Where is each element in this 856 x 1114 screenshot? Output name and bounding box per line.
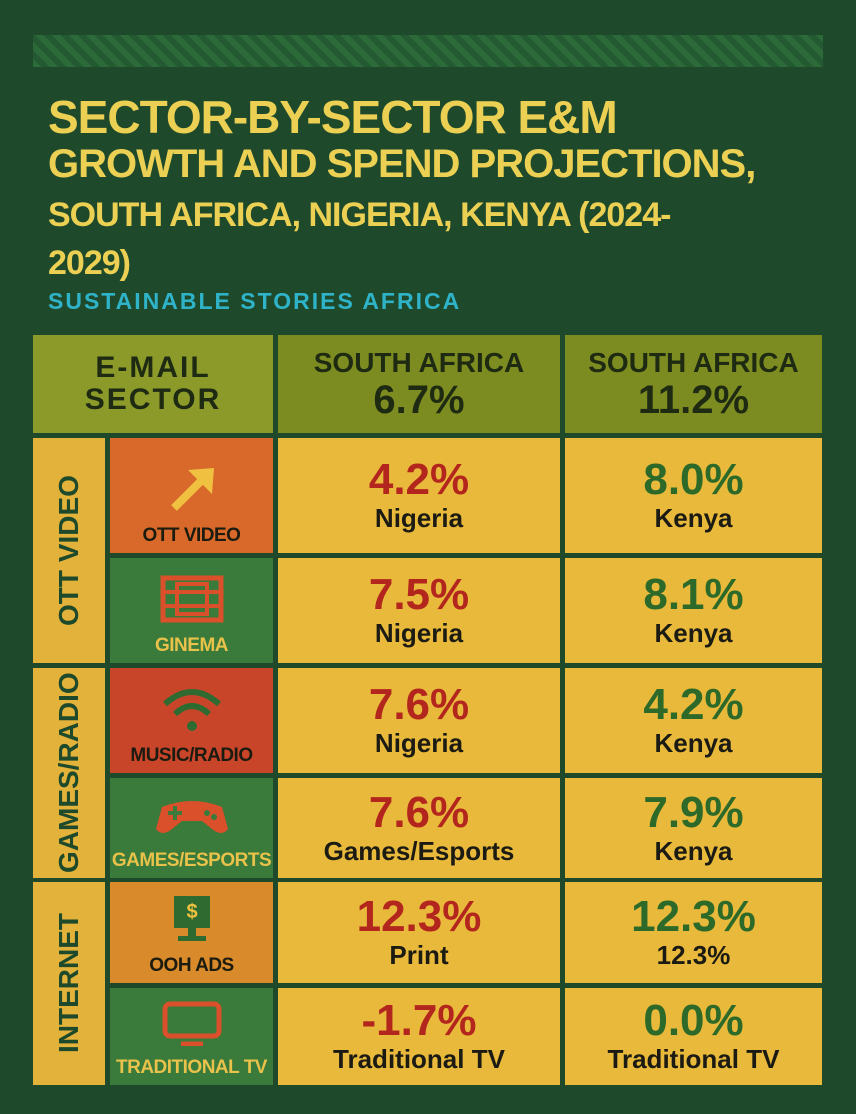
value-sublabel: Games/Esports [323, 835, 515, 866]
sector-icon: $ [162, 894, 222, 949]
header-corner: E-MAIL SECTOR [33, 335, 273, 433]
value-cell: 7.6% Games/Esports [278, 778, 560, 878]
sector-cell: TRADITIONAL TV [110, 988, 273, 1085]
value-cell: 8.0% Kenya [565, 438, 822, 553]
value: 7.9% [643, 787, 744, 837]
column-header: SOUTH AFRICA 11.2% [565, 335, 822, 433]
sector-icon [157, 1000, 227, 1051]
value: 0.0% [643, 996, 744, 1045]
sector-label: GINEMA [155, 635, 229, 656]
value: 8.1% [643, 570, 744, 619]
sector-cell: GINEMA [110, 558, 273, 663]
value-cell: 7.6% Nigeria [278, 668, 560, 773]
sector-label: TRADITIONAL TV [116, 1057, 267, 1078]
column-label: SOUTH AFRICA [313, 347, 525, 378]
subtitle: SUSTAINABLE STORIES AFRICA [48, 288, 462, 314]
value: 8.0% [643, 455, 744, 504]
corner-text: E-MAIL [95, 351, 211, 384]
value-cell: 4.2% Kenya [565, 668, 822, 773]
sector-cell: MUSIC/RADIO [110, 668, 273, 773]
sector-cell: GAMES/ESPORTS [110, 778, 273, 878]
value-sublabel: Traditional TV [333, 1044, 505, 1074]
sector-label: GAMES/ESPORTS [111, 850, 272, 871]
value-sublabel: Nigeria [374, 503, 464, 533]
value-sublabel: Kenya [654, 618, 733, 648]
value-sublabel: Nigeria [374, 728, 464, 758]
value: -1.7% [361, 996, 477, 1045]
sector-cell: OTT VIDEO [110, 438, 273, 553]
sector-icon [162, 464, 222, 519]
value-cell: 7.5% Nigeria [278, 558, 560, 663]
column-label: SOUTH AFRICA [588, 347, 799, 378]
value-sublabel: Traditional TV [607, 1044, 780, 1074]
title-line: SECTOR-BY-SECTOR E&M [48, 91, 618, 143]
value-cell: 4.2% Nigeria [278, 438, 560, 553]
sector-label: OOH ADS [149, 955, 234, 976]
value: 7.5% [368, 570, 470, 619]
value-sublabel: Print [389, 940, 449, 970]
title-line: SOUTH AFRICA, NIGERIA, KENYA (2024- [48, 196, 671, 234]
group-label: INTERNET [33, 882, 105, 1085]
value: 4.2% [643, 680, 744, 729]
sector-icon [157, 684, 227, 739]
value: 12.3% [356, 892, 482, 941]
sector-label: MUSIC/RADIO [130, 745, 253, 766]
title-line: GROWTH AND SPEND PROJECTIONS, [48, 142, 756, 186]
value-cell: 7.9% Kenya [565, 778, 822, 878]
value-sublabel: Nigeria [374, 618, 464, 648]
value-sublabel: Kenya [654, 835, 733, 866]
value: 4.2% [368, 455, 470, 504]
value-cell: 8.1% Kenya [565, 558, 822, 663]
value: 7.6% [368, 680, 470, 729]
column-header: SOUTH AFRICA 6.7% [278, 335, 560, 433]
sector-icon [157, 574, 227, 629]
value: 12.3% [631, 892, 756, 941]
sector-cell: $ OOH ADS [110, 882, 273, 983]
column-value: 11.2% [637, 378, 750, 422]
value-cell: 12.3% Print [278, 882, 560, 983]
sector-icon [152, 789, 232, 844]
value: 7.6% [368, 787, 470, 837]
corner-text: SECTOR [84, 383, 222, 416]
sector-label: OTT VIDEO [142, 525, 241, 546]
svg-text:$: $ [186, 901, 197, 923]
title-line: 2029) [48, 244, 131, 282]
group-label: GAMES/RADIO [33, 668, 105, 878]
value-cell: 12.3% 12.3% [565, 882, 822, 983]
value-cell: -1.7% Traditional TV [278, 988, 560, 1085]
group-label: OTT VIDEO [33, 438, 105, 663]
value-sublabel: Kenya [654, 728, 733, 758]
column-value: 6.7% [373, 378, 465, 422]
value-cell: 0.0% Traditional TV [565, 988, 822, 1085]
value-sublabel: Kenya [654, 503, 733, 533]
value-sublabel: 12.3% [656, 940, 731, 970]
pattern-band [33, 35, 823, 67]
